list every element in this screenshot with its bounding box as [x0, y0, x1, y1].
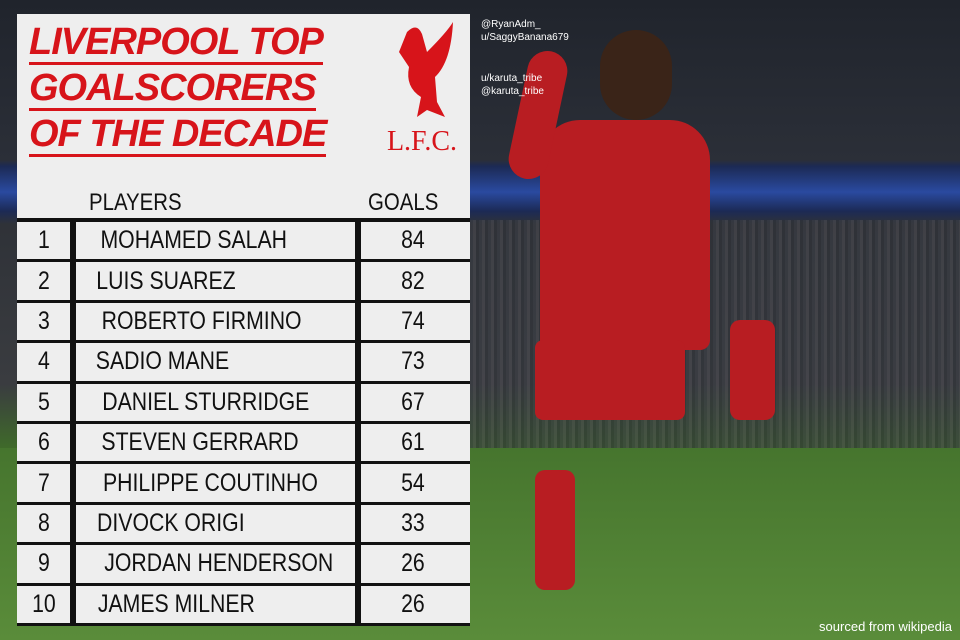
rank-cell-text: 7 [37, 468, 50, 497]
source-note: sourced from wikipedia [819, 619, 952, 634]
goals-cell-text: 26 [400, 589, 425, 618]
table-row: 4 SADIO MANE 73 [17, 343, 470, 384]
player-cell-text: DIVOCK ORIGI [97, 508, 245, 537]
player-cell: PHILIPPE COUTINHO [76, 464, 361, 502]
goals-cell: 84 [361, 222, 470, 260]
goals-cell: 67 [361, 383, 470, 421]
goals-cell-text: 61 [400, 428, 425, 457]
rank-cell-text: 10 [31, 589, 56, 618]
player-cell: ROBERTO FIRMINO [76, 302, 361, 341]
goals-cell: 26 [361, 585, 470, 623]
credit-twitter-2: @karuta_tribe [481, 86, 544, 97]
title-line-1: LIVERPOOL TOP [29, 21, 324, 65]
rank-cell-text: 2 [37, 266, 50, 295]
scorers-panel: LIVERPOOL TOP GOALSCORERS OF THE DECADE … [17, 14, 470, 626]
rank-cell: 9 [17, 545, 76, 583]
goals-cell-text: 84 [400, 226, 425, 255]
goals-cell: 61 [361, 423, 470, 462]
rank-cell: 2 [17, 262, 76, 300]
table-row: 1 MOHAMED SALAH 84 [17, 222, 470, 263]
goals-cell-text: 33 [400, 508, 425, 537]
goals-cell-text: 26 [400, 549, 425, 578]
credit-handles-1: @RyanAdm_ u/SaggyBanana679 [481, 18, 569, 44]
table-row: 9 JORDAN HENDERSON 26 [17, 545, 470, 586]
title-line-3: OF THE DECADE [29, 113, 327, 157]
rank-cell: 6 [17, 423, 76, 462]
player-cell-text: JAMES MILNER [97, 589, 255, 618]
player-cell: MOHAMED SALAH [76, 222, 361, 260]
goals-cell: 73 [361, 343, 470, 381]
goals-cell: 33 [361, 504, 470, 543]
rank-cell: 8 [17, 504, 76, 543]
credit-twitter: @RyanAdm_ [481, 19, 541, 30]
rank-cell: 4 [17, 343, 76, 381]
table-row: 3 ROBERTO FIRMINO 74 [17, 302, 470, 344]
rank-cell: 5 [17, 383, 76, 421]
player-cell-text: DANIEL STURRIDGE [102, 387, 310, 416]
liverbird-icon [399, 22, 453, 117]
credit-reddit-2: u/karuta_tribe [481, 73, 543, 84]
lfc-logo: L.F.C. [377, 22, 467, 162]
player-cell-text: JORDAN HENDERSON [104, 549, 334, 578]
table-row: 7 PHILIPPE COUTINHO 54 [17, 464, 470, 505]
table-row: 5 DANIEL STURRIDGE 67 [17, 383, 470, 424]
goals-cell-text: 73 [400, 347, 425, 376]
players-header: PLAYERS [89, 189, 182, 216]
player-cell: LUIS SUAREZ [76, 262, 361, 300]
rank-cell: 1 [17, 222, 76, 260]
table-row: 6 STEVEN GERRARD 61 [17, 423, 470, 465]
rank-cell-text: 5 [37, 387, 50, 416]
goals-cell: 74 [361, 302, 470, 341]
rank-cell-text: 8 [37, 508, 50, 537]
player-cell-text: ROBERTO FIRMINO [101, 306, 302, 335]
player-cell: JAMES MILNER [76, 585, 361, 623]
player-cell: JORDAN HENDERSON [76, 545, 361, 583]
scorers-table: 1 MOHAMED SALAH 84 2 LUIS SUAREZ 82 3 ROBERTO F… [17, 218, 470, 626]
player-cell: DIVOCK ORIGI [76, 504, 361, 543]
rank-cell-text: 3 [37, 306, 50, 335]
rank-cell: 7 [17, 464, 76, 502]
player-cell-text: SADIO MANE [95, 347, 230, 376]
goals-cell-text: 82 [400, 266, 425, 295]
table-row: 8 DIVOCK ORIGI 33 [17, 504, 470, 546]
goals-cell-text: 67 [400, 387, 425, 416]
title-line-2: GOALSCORERS [29, 67, 317, 111]
player-cell-text: LUIS SUAREZ [96, 266, 236, 295]
goals-cell: 26 [361, 545, 470, 583]
rank-cell: 3 [17, 302, 76, 341]
player-cell: DANIEL STURRIDGE [76, 383, 361, 421]
rank-cell-text: 9 [37, 549, 50, 578]
logo-text: L.F.C. [386, 126, 458, 157]
goals-cell: 54 [361, 464, 470, 502]
goals-cell-text: 54 [400, 468, 425, 497]
player-cell: STEVEN GERRARD [76, 423, 361, 462]
goals-cell: 82 [361, 262, 470, 300]
rank-cell-text: 4 [37, 347, 50, 376]
rank-cell: 10 [17, 585, 76, 623]
goals-cell-text: 74 [400, 306, 425, 335]
credit-handles-2: u/karuta_tribe @karuta_tribe [481, 72, 544, 98]
player-cell-text: MOHAMED SALAH [100, 226, 288, 255]
player-cell-text: STEVEN GERRARD [101, 428, 299, 457]
credit-reddit: u/SaggyBanana679 [481, 32, 569, 43]
table-row: 10 JAMES MILNER 26 [17, 585, 470, 626]
player-cell: SADIO MANE [76, 343, 361, 381]
rank-cell-text: 1 [37, 226, 50, 255]
rank-cell-text: 6 [37, 428, 50, 457]
goals-header: GOALS [368, 189, 439, 216]
player-cell-text: PHILIPPE COUTINHO [102, 468, 318, 497]
table-row: 2 LUIS SUAREZ 82 [17, 262, 470, 303]
